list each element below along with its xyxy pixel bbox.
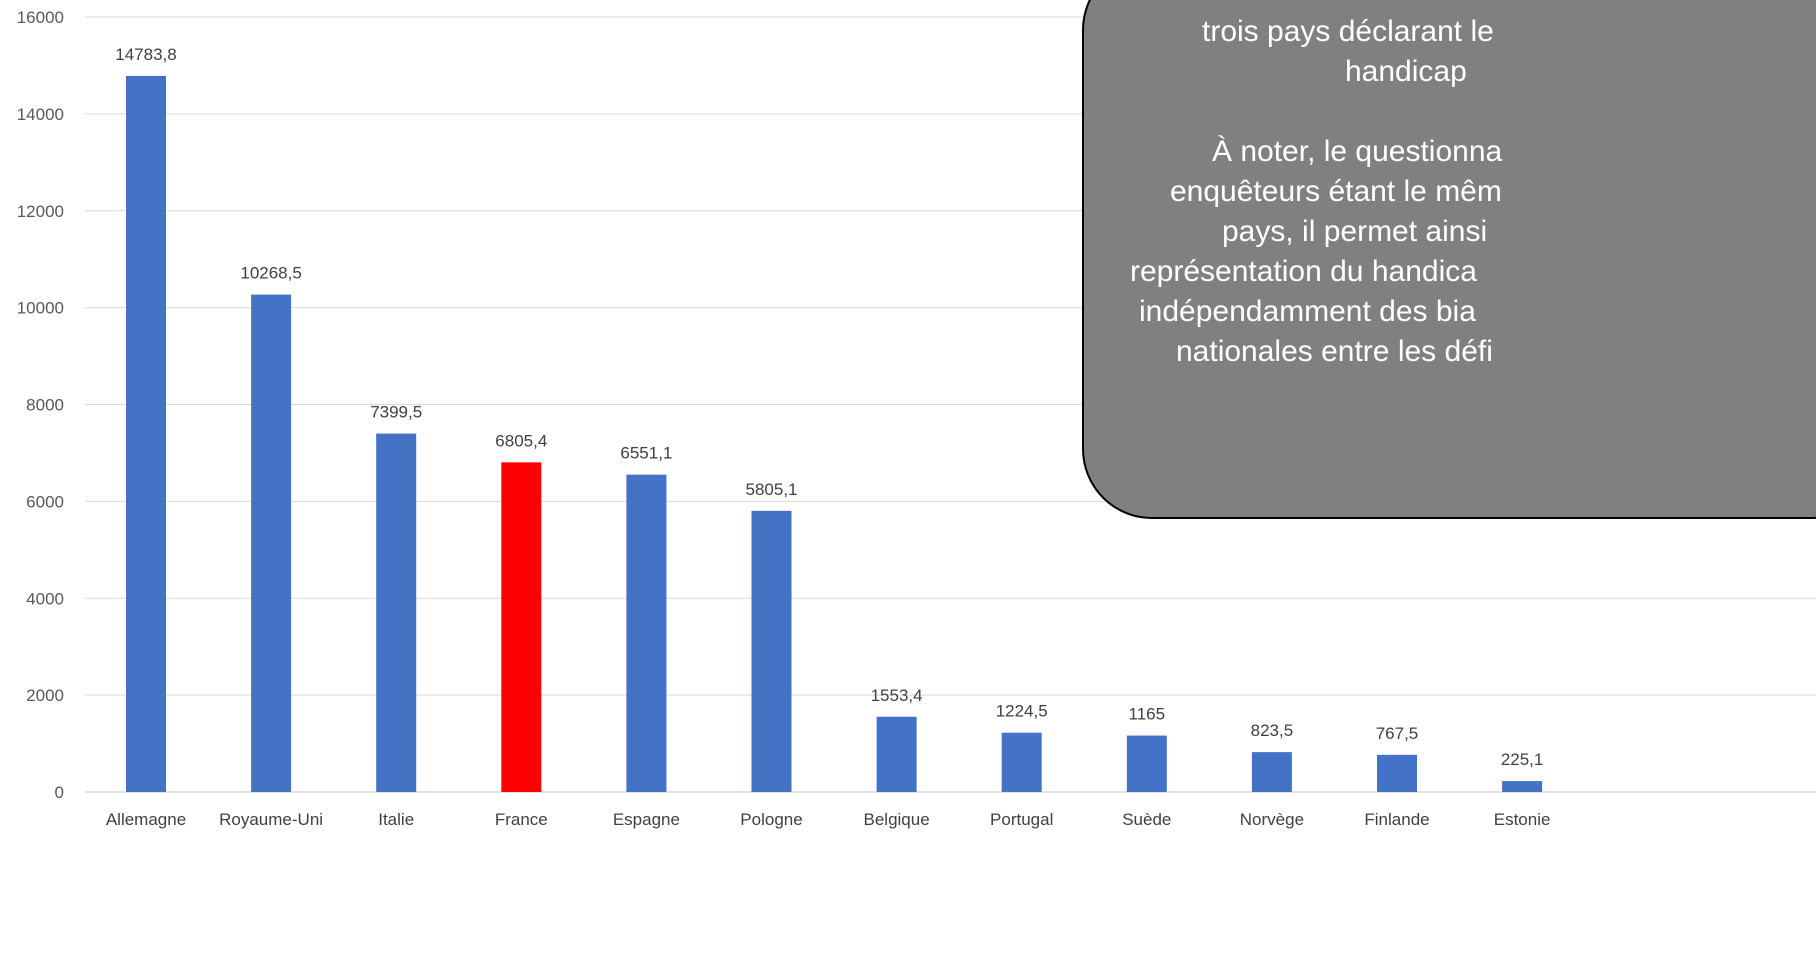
- data-label: 823,5: [1251, 721, 1294, 740]
- callout-line: trois pays déclarant le: [1202, 15, 1494, 48]
- data-label: 6805,4: [495, 431, 547, 450]
- callout-line: enquêteurs étant le mêm: [1170, 175, 1502, 208]
- callout-line: représentation du handica: [1130, 255, 1477, 288]
- callout-line: À noter, le questionna: [1212, 135, 1503, 168]
- data-label: 225,1: [1501, 750, 1544, 769]
- bar: [376, 433, 417, 792]
- data-label: 767,5: [1376, 724, 1419, 743]
- data-label: 1553,4: [871, 686, 923, 705]
- callout-line: nationales entre les défi: [1176, 335, 1493, 368]
- x-tick-label: Pologne: [740, 810, 802, 829]
- x-tick-label: Belgique: [864, 810, 930, 829]
- x-tick-label: Finlande: [1364, 810, 1429, 829]
- y-tick-label: 14000: [17, 105, 64, 124]
- y-tick-label: 2000: [26, 686, 64, 705]
- y-tick-label: 4000: [26, 589, 64, 608]
- x-tick-label: Royaume-Uni: [219, 810, 323, 829]
- annotation-callout: trois pays déclarant le handicap À noter…: [1082, 0, 1816, 519]
- y-tick-label: 12000: [17, 202, 64, 221]
- bar: [626, 474, 667, 792]
- y-tick-label: 8000: [26, 396, 64, 415]
- bar: [1251, 752, 1292, 792]
- x-tick-label: Espagne: [613, 810, 680, 829]
- y-tick-label: 10000: [17, 299, 64, 318]
- y-tick-label: 6000: [26, 492, 64, 511]
- y-tick-label: 0: [55, 783, 64, 802]
- x-tick-label: Portugal: [990, 810, 1053, 829]
- data-label: 7399,5: [370, 403, 422, 422]
- callout-line: indépendamment des bia: [1139, 295, 1476, 328]
- bars: [126, 75, 1543, 793]
- x-tick-label: Norvège: [1240, 810, 1304, 829]
- data-label: 10268,5: [240, 264, 301, 283]
- data-label: 6551,1: [620, 444, 672, 463]
- data-labels: 14783,8 10268,5 7399,5 6805,4 6551,1 5805,1 15…: [115, 45, 1543, 769]
- bar: [1001, 732, 1042, 792]
- x-tick-label: France: [495, 810, 548, 829]
- x-axis: Allemagne Royaume-Uni Italie France Espagne P…: [106, 810, 1551, 829]
- bar: [1502, 781, 1543, 792]
- data-label: 1165: [1129, 705, 1166, 724]
- x-tick-label: Estonie: [1494, 810, 1551, 829]
- callout-line: pays, il permet ainsi: [1222, 215, 1488, 248]
- x-tick-label: Allemagne: [106, 810, 186, 829]
- bar: [251, 294, 292, 792]
- x-tick-label: Italie: [378, 810, 414, 829]
- data-label: 1224,5: [996, 702, 1048, 721]
- callout-line: handicap: [1345, 55, 1467, 88]
- bar: [1377, 754, 1417, 792]
- y-tick-label: 16000: [17, 8, 64, 27]
- bar: [126, 75, 166, 793]
- data-label: 5805,1: [746, 480, 798, 499]
- bar: [501, 462, 542, 792]
- x-tick-label: Suède: [1122, 810, 1171, 829]
- data-label: 14783,8: [115, 45, 176, 64]
- y-axis: 0 2000 4000 6000 8000 10000 12000 14000 16000: [17, 8, 64, 802]
- bar: [751, 510, 792, 792]
- bar: [876, 716, 917, 792]
- bar: [1126, 735, 1167, 792]
